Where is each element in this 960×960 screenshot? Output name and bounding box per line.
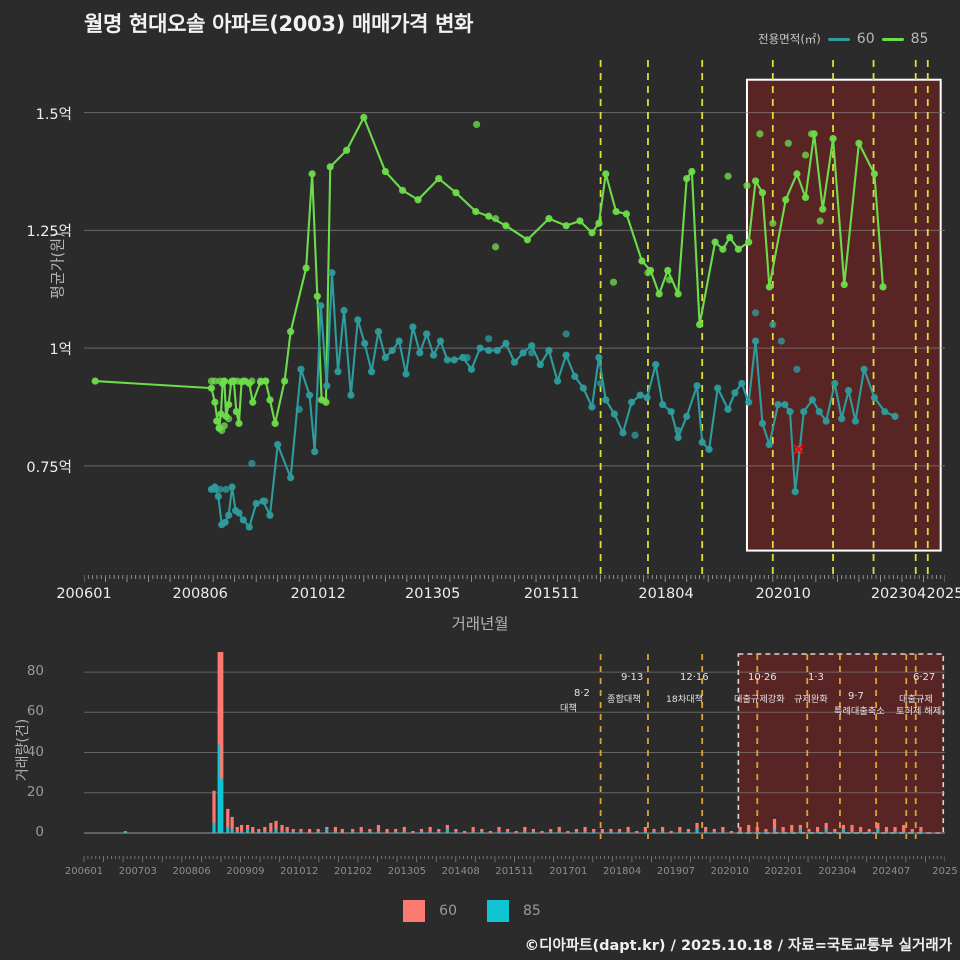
top-legend-label: 전용면적(㎡) [758,32,821,46]
volume-y-tick: 40 [26,743,44,760]
bottom-legend-value-60: 60 [439,903,457,919]
top-legend: 전용면적(㎡) 60 85 [758,31,928,47]
policy-text-label: 대출규제 [899,694,933,705]
legend-value-60: 60 [856,31,875,47]
volume-x-tick: 200909 [226,866,265,877]
bottom-legend-value-85: 85 [523,903,541,919]
main-x-tick: 202304 [870,586,927,602]
bottom-legend-swatch-85 [487,900,509,922]
page-title: 월명 현대오솔 아파트(2003) 매매가격 변화 [84,12,474,36]
main-x-tick: 201305 [405,586,461,602]
main-y-tick: 1.25억 [26,224,72,241]
volume-x-tick: 202304 [818,866,857,877]
volume-x-tick: 201804 [603,866,642,877]
volume-x-tick: 201511 [495,866,534,877]
legend-swatch-60 [827,37,850,41]
policy-text-label: 종합대책 [607,694,641,705]
policy-date-label: 6·27 [913,672,936,683]
volume-x-tick: 2025 [932,866,958,877]
volume-x-tick: 202407 [872,866,911,877]
volume-x-tick: 200601 [64,866,104,877]
bottom-legend: 60 85 [0,900,960,922]
main-x-tick: 202010 [755,586,811,602]
main-y-tick: 0.75억 [26,459,72,476]
volume-y-tick: 80 [26,663,44,680]
volume-x-tick: 201907 [656,866,696,877]
volume-x-tick: 202010 [710,866,749,877]
policy-date-label: 12·16 [680,672,709,683]
main-price-chart [84,60,945,575]
volume-x-tick: 201305 [387,866,426,877]
volume-x-tick: 200703 [118,866,157,877]
main-y-tick: 1억 [49,342,72,359]
volume-y-tick: 60 [26,703,44,720]
volume-bar-chart [50,579,945,855]
volume-x-tick: 201012 [280,866,319,877]
volume-x-tick: 201408 [441,866,480,877]
main-x-axis-label: 거래년월 [451,615,509,633]
policy-text-label: 토허제 해제 [896,706,942,717]
main-x-tick: 201804 [638,586,694,602]
policy-date-label: 1·3 [808,672,824,683]
volume-y-tick: 0 [35,824,44,840]
volume-x-tick: 200806 [172,866,211,877]
policy-date-label: 10·26 [748,672,777,683]
policy-text-label: 규제완화 [794,694,828,705]
legend-swatch-85 [881,37,904,41]
volume-x-tick: 202201 [764,866,803,877]
volume-y-tick: 20 [26,783,44,800]
legend-value-85: 85 [910,31,929,47]
main-x-tick: 201012 [290,586,346,602]
footer-credit: ©디아파트(dapt.kr) / 2025.10.18 / 자료=국토교통부 실… [524,938,952,954]
bottom-legend-swatch-60 [403,900,426,922]
volume-x-tick: 201701 [549,866,588,877]
policy-date-label: 8·2 [574,688,590,699]
policy-text-label: 특례대출축소 [834,706,885,717]
volume-x-tick: 201202 [333,866,373,877]
main-x-tick: 2025 [926,586,960,602]
main-x-tick: 201511 [523,586,580,602]
main-x-tick: 200806 [172,586,228,602]
policy-text-label: 대출규제강화 [734,694,785,705]
policy-text-label: 18차대책 [666,694,704,705]
policy-date-label: 9·7 [848,691,864,702]
main-x-tick: 200601 [56,586,112,602]
policy-date-label: 9·13 [621,672,644,683]
policy-text-label: 대책 [560,703,577,714]
main-y-tick: 1.5억 [35,106,72,123]
